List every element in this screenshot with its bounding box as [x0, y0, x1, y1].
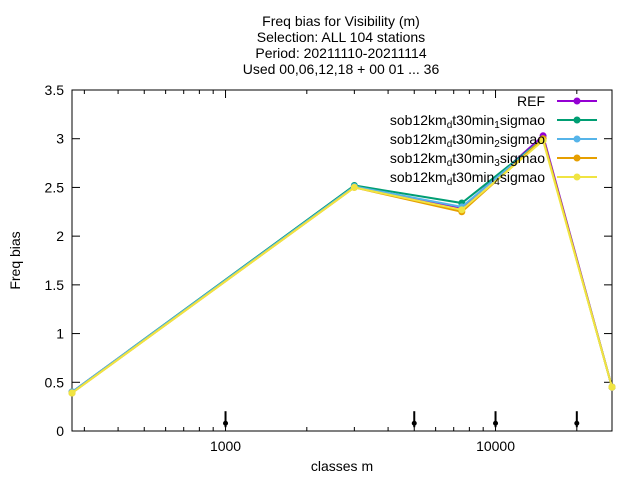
y-tick-label: 2.5	[45, 179, 65, 195]
data-point	[350, 183, 358, 191]
legend-marker	[573, 154, 581, 162]
marker-dot	[411, 420, 417, 426]
y-tick-label: 1	[56, 326, 64, 342]
legend-marker	[573, 173, 581, 181]
title-line: Period: 20211110-20211114	[255, 45, 426, 61]
y-tick-label: 2	[56, 228, 64, 244]
legend-label: REF	[517, 93, 545, 109]
title-line: Freq bias for Visibility (m)	[262, 13, 420, 29]
y-tick-label: 3.5	[45, 82, 65, 98]
y-axis-label: Freq bias	[7, 231, 23, 289]
marker-dot	[574, 420, 580, 426]
data-point	[608, 383, 616, 391]
legend-label: sob12kmdt30min2sigmao	[390, 131, 545, 150]
x-tick-label: 10000	[476, 438, 515, 454]
series-group	[68, 132, 616, 397]
data-point	[539, 137, 547, 145]
data-point	[458, 206, 466, 214]
chart-title: Freq bias for Visibility (m)Selection: A…	[243, 13, 440, 77]
marker-group	[223, 411, 580, 428]
plot-frame	[71, 89, 613, 432]
x-tick-label: 1000	[210, 438, 241, 454]
marker-dot	[223, 420, 229, 426]
y-tick-label: 0.5	[45, 374, 65, 390]
legend: REF sob12kmdt30min1sigmaosob12kmdt30min2s…	[390, 93, 597, 188]
marker-dot	[493, 420, 499, 426]
legend-label: sob12kmdt30min1sigmao	[390, 112, 545, 131]
legend-marker	[573, 135, 581, 143]
legend-marker	[573, 97, 581, 105]
x-axis-label: classes m	[311, 458, 373, 474]
legend-marker	[573, 116, 581, 124]
y-tick-label: 3	[56, 131, 64, 147]
y-tick-label: 0	[56, 423, 64, 439]
title-line: Used 00,06,12,18 + 00 01 ... 36	[243, 61, 440, 77]
data-point	[68, 389, 76, 397]
y-tick-label: 1.5	[45, 277, 65, 293]
title-line: Selection: ALL 104 stations	[257, 29, 425, 45]
legend-label: sob12kmdt30min4sigmao	[390, 169, 545, 188]
legend-label: sob12kmdt30min3sigmao	[390, 150, 545, 169]
axes: 0 0.5 1 1.5 2 2.5 3 3.5 1000 10000 classes m Freq b…	[7, 82, 613, 474]
